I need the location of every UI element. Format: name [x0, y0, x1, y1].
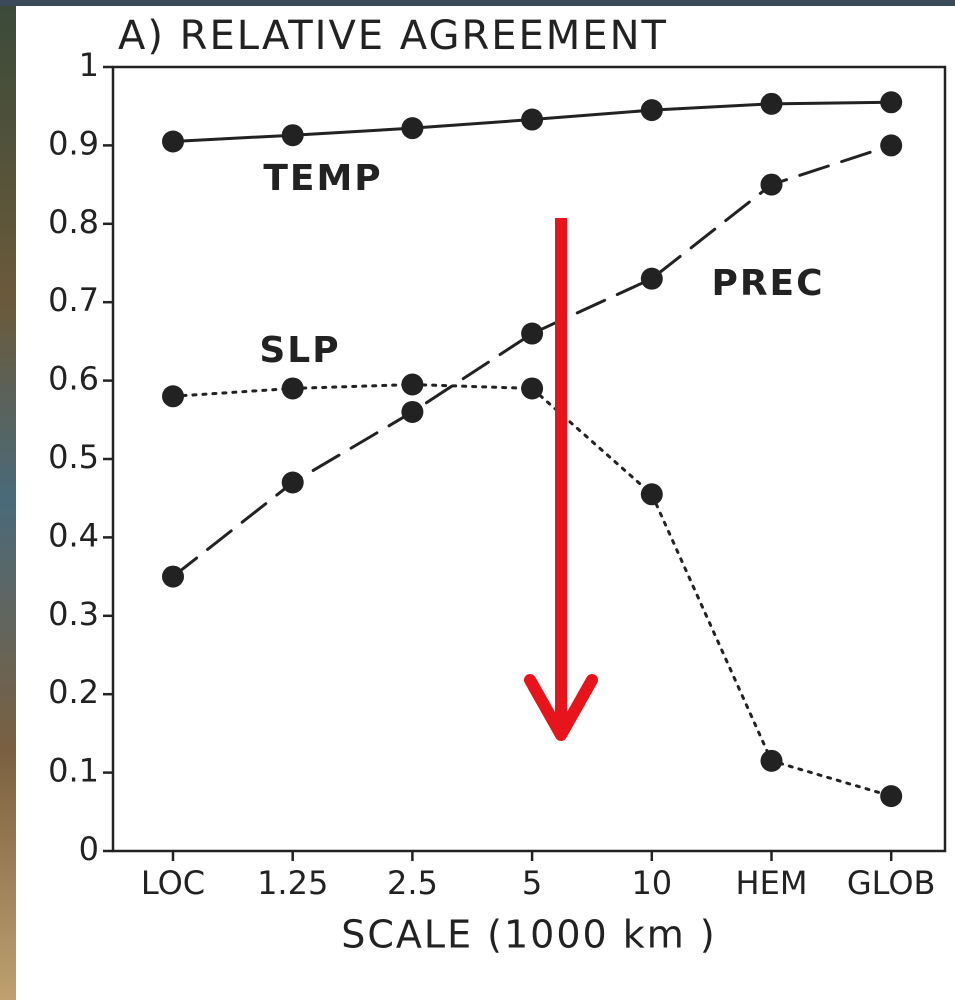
x-tick-label: 10 — [631, 864, 672, 902]
y-tick-label: 0.3 — [48, 595, 99, 633]
data-point — [761, 174, 783, 196]
series-label: SLP — [259, 330, 340, 371]
background-photo-strip — [0, 0, 955, 6]
data-point — [521, 377, 543, 399]
y-tick-label: 0.7 — [48, 281, 99, 319]
x-tick-label: 2.5 — [387, 864, 438, 902]
chart-title: A) RELATIVE AGREEMENT — [118, 13, 668, 59]
data-point — [162, 130, 184, 152]
data-point — [521, 323, 543, 345]
data-point — [162, 385, 184, 407]
plot-area: 0 0.1 0.2 0.3 0.4 0.5 0.6 0.7 0.8 0.9 1 LOC 1.25 2.5 5… — [48, 46, 935, 902]
red-arrow — [530, 218, 592, 735]
data-point — [401, 117, 423, 139]
plot-frame — [113, 67, 945, 851]
x-axis-label: SCALE (1000 km ) — [341, 913, 716, 957]
y-tick-label: 0.1 — [48, 752, 99, 790]
series-label: TEMP — [263, 158, 382, 199]
data-point — [401, 401, 423, 423]
data-point — [761, 750, 783, 772]
series-line — [173, 385, 891, 797]
x-tick-label: 1.25 — [257, 864, 328, 902]
data-point — [401, 374, 423, 396]
data-point — [641, 268, 663, 290]
series-label: PREC — [711, 263, 824, 304]
data-point — [162, 566, 184, 588]
data-point — [641, 483, 663, 505]
data-point — [282, 124, 304, 146]
y-tick-label: 1 — [79, 46, 99, 84]
data-point — [761, 93, 783, 115]
background-photo-strip — [0, 0, 16, 1000]
chart: A) RELATIVE AGREEMENT SCALE (1000 km ) 0… — [0, 0, 955, 1000]
data-point — [521, 109, 543, 131]
x-tick-label: LOC — [141, 864, 205, 902]
y-tick-label: 0 — [79, 830, 99, 868]
data-point — [641, 99, 663, 121]
data-point — [282, 472, 304, 494]
y-tick-label: 0.4 — [48, 516, 99, 554]
page: {"chart_data": {"type": "line", "title":… — [0, 0, 955, 1000]
data-point — [880, 91, 902, 113]
x-tick-label: HEM — [736, 864, 808, 902]
data-point — [282, 377, 304, 399]
y-tick-label: 0.9 — [48, 124, 99, 162]
y-tick-label: 0.8 — [48, 203, 99, 241]
x-tick-label: 5 — [522, 864, 542, 902]
y-tick-label: 0.6 — [48, 360, 99, 398]
y-tick-label: 0.2 — [48, 673, 99, 711]
x-tick-label: GLOB — [847, 864, 936, 902]
y-tick-label: 0.5 — [48, 438, 99, 476]
data-point — [880, 785, 902, 807]
data-point — [880, 134, 902, 156]
